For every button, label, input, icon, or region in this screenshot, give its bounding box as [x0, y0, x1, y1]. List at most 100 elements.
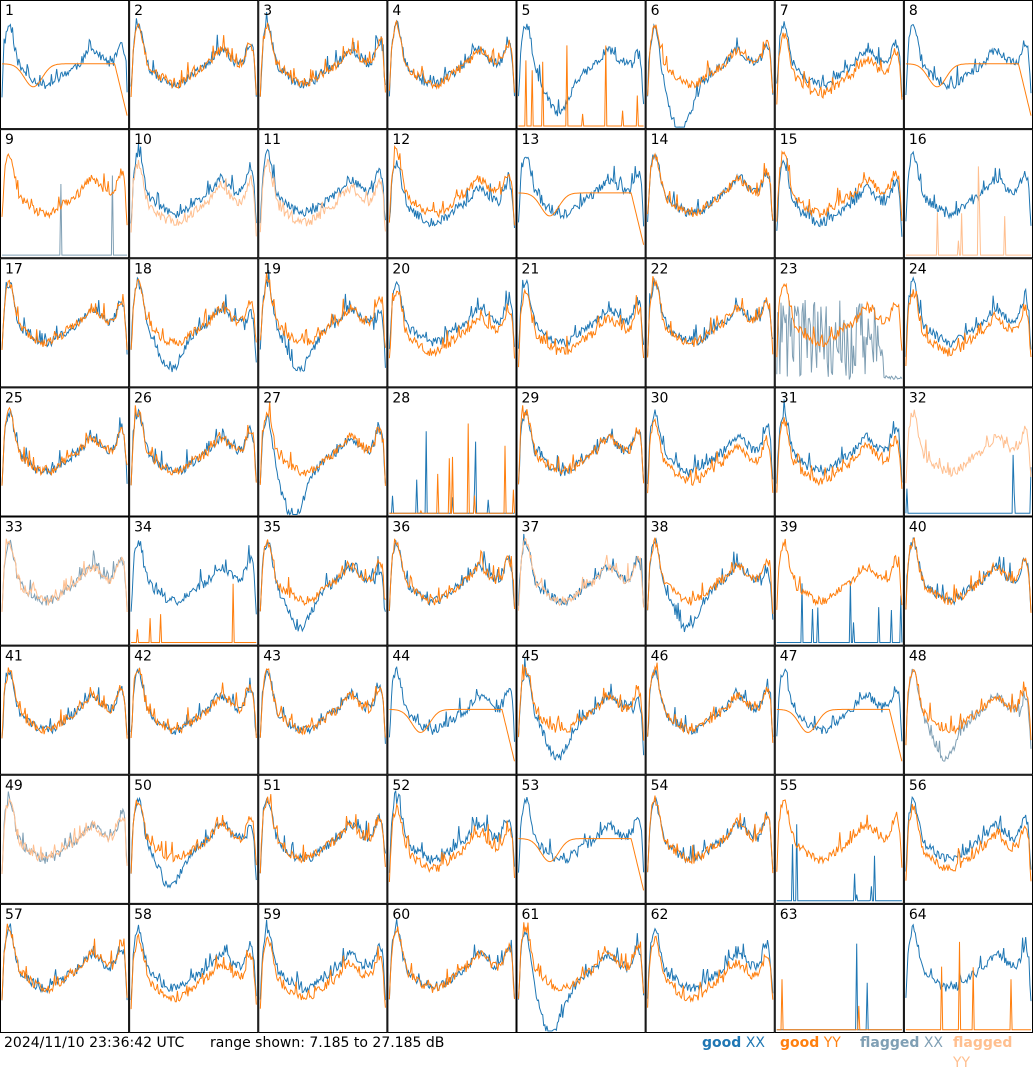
panel-label: 58 [134, 907, 152, 923]
timestamp: 2024/11/10 23:36:42 UTC [4, 1035, 185, 1051]
panel-frame [258, 903, 388, 1033]
series-yy [518, 537, 645, 611]
panel-frame [387, 258, 517, 388]
panel-frame [258, 0, 388, 130]
series-yy [130, 667, 257, 739]
series-xx [259, 148, 386, 224]
panel-frame [516, 774, 646, 904]
series-xx [1, 539, 128, 613]
panel-45: 45 [516, 645, 646, 775]
panel-62: 62 [645, 903, 775, 1033]
series-yy [259, 22, 386, 97]
panel-2: 2 [129, 0, 259, 130]
panel-5: 5 [516, 0, 646, 130]
panel-34: 34 [129, 516, 259, 646]
panel-20: 20 [387, 258, 517, 388]
series-xx [388, 540, 515, 612]
panel-frame [645, 258, 775, 388]
series-yy [647, 417, 774, 494]
panel-frame [516, 516, 646, 646]
panel-label: 28 [392, 390, 410, 406]
panel-frame [774, 774, 904, 904]
series-yy [905, 63, 1032, 116]
panel-label: 35 [263, 520, 281, 536]
panel-28: 28 [387, 387, 517, 517]
panel-label: 55 [780, 778, 798, 794]
panel-40: 40 [903, 516, 1033, 646]
panel-label: 48 [909, 649, 927, 665]
series-yy [905, 537, 1032, 613]
panel-frame [774, 387, 904, 517]
series-xx [388, 19, 515, 97]
series-yy [1, 406, 128, 486]
panel-frame [774, 645, 904, 775]
panel-21: 21 [516, 258, 646, 388]
panel-frame [774, 258, 904, 388]
panel-label: 29 [522, 390, 540, 406]
panel-26: 26 [129, 387, 259, 517]
series-xx [130, 540, 257, 615]
panel-8: 8 [903, 0, 1033, 130]
panel-label: 18 [134, 261, 152, 277]
series-yy [389, 423, 515, 514]
series-yy [518, 838, 645, 891]
panel-label: 37 [522, 520, 540, 536]
panel-61: 61 [516, 903, 646, 1033]
panel-label: 9 [5, 132, 14, 148]
panel-frame [258, 258, 388, 388]
series-xx [259, 414, 386, 516]
series-yy [647, 276, 774, 358]
panel-15: 15 [774, 129, 904, 259]
series-xx [518, 409, 645, 485]
footer-bar: 2024/11/10 23:36:42 UTC range shown: 7.1… [0, 1033, 1033, 1071]
series-xx [776, 21, 903, 98]
panel-label: 7 [780, 3, 789, 19]
panel-label: 46 [651, 649, 669, 665]
series-xx [2, 175, 128, 256]
legend-flagged-xx: flagged XX [860, 1035, 944, 1051]
panel-label: 16 [909, 132, 927, 148]
panel-frame [258, 645, 388, 775]
panel-frame [645, 129, 775, 259]
panel-label: 19 [263, 261, 281, 277]
panel-label: 27 [263, 390, 281, 406]
series-yy [647, 537, 774, 614]
series-yy [1, 667, 128, 739]
legend-good-xx: good XX [702, 1035, 765, 1051]
series-xx [388, 918, 515, 1000]
panel-label: 3 [263, 3, 272, 19]
series-yy [130, 159, 257, 237]
series-yy [388, 538, 515, 611]
panel-frame [645, 774, 775, 904]
series-yy [388, 926, 515, 1000]
panel-frame [129, 774, 259, 904]
panel-4: 4 [387, 0, 517, 130]
panel-frame [258, 516, 388, 646]
panel-frame [903, 129, 1033, 259]
panel-label: 2 [134, 3, 143, 19]
series-yy [130, 799, 257, 874]
panel-frame [645, 516, 775, 646]
series-xx [388, 790, 515, 873]
panel-frame [129, 129, 259, 259]
panel-19: 19 [258, 258, 388, 388]
panel-frame [0, 516, 130, 646]
panel-10: 10 [129, 129, 259, 259]
series-yy [130, 405, 257, 486]
panel-48: 48 [903, 645, 1033, 775]
series-yy [518, 288, 645, 368]
series-xx [130, 667, 257, 736]
panel-frame [258, 387, 388, 517]
panel-30: 30 [645, 387, 775, 517]
series-yy [259, 794, 386, 874]
panel-frame [0, 258, 130, 388]
panel-label: 25 [5, 390, 23, 406]
panel-label: 8 [909, 3, 918, 19]
panel-label: 6 [651, 3, 660, 19]
panel-41: 41 [0, 645, 130, 775]
panel-label: 1 [5, 3, 14, 19]
panel-46: 46 [645, 645, 775, 775]
panel-label: 56 [909, 778, 927, 794]
panel-label: 32 [909, 390, 927, 406]
panel-label: 54 [651, 778, 669, 794]
